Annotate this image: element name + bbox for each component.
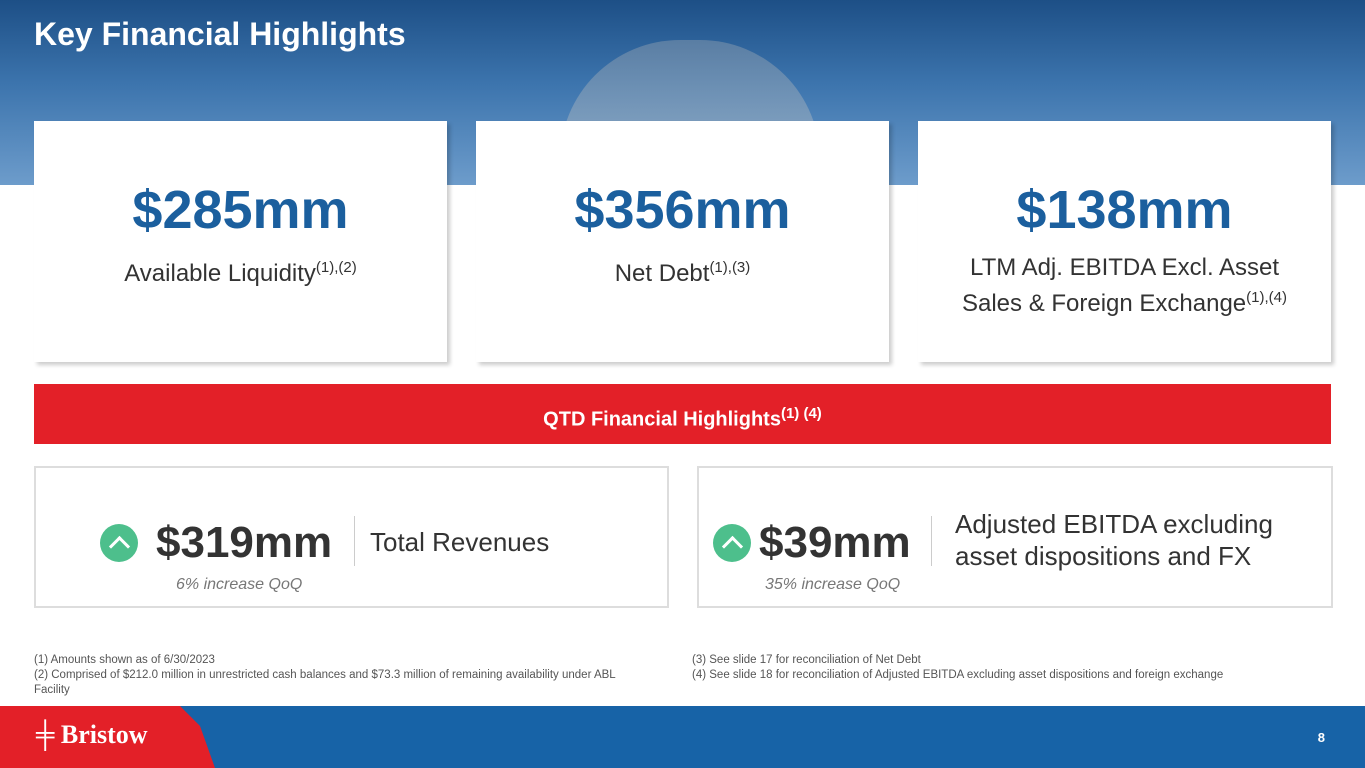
- qtd-change: 35% increase QoQ: [765, 576, 901, 593]
- footer-bar: [0, 706, 1365, 768]
- card-value: $356mm: [574, 180, 791, 240]
- footnotes-left: (1) Amounts shown as of 6/30/2023 (2) Com…: [34, 654, 616, 696]
- page-number: 8: [1317, 730, 1325, 745]
- footnotes-right: (3) See slide 17 for reconciliation of N…: [692, 654, 1224, 681]
- qtd-banner: QTD Financial Highlights(1) (4): [34, 384, 1331, 444]
- qtd-label: Adjusted EBITDA excluding asset disposit…: [955, 509, 1273, 571]
- chevron-up-icon: [100, 524, 138, 562]
- qtd-revenues: $319mm Total Revenues 6% increase QoQ: [34, 466, 669, 608]
- card-net-debt: $356mm Net Debt(1),(3): [476, 121, 889, 362]
- qtd-change: 6% increase QoQ: [176, 576, 303, 593]
- card-label: LTM Adj. EBITDA Excl. Asset Sales & Fore…: [961, 254, 1287, 317]
- card-ebitda: $138mm LTM Adj. EBITDA Excl. Asset Sales…: [918, 121, 1331, 362]
- page-title: Key Financial Highlights: [34, 16, 406, 52]
- card-liquidity: $285mm Available Liquidity(1),(2): [34, 121, 447, 362]
- footer-logo-tab: [0, 706, 215, 768]
- qtd-value: $319mm: [156, 518, 333, 567]
- card-value: $285mm: [132, 180, 349, 240]
- qtd-ebitda: $39mm Adjusted EBITDA excluding asset di…: [697, 466, 1333, 608]
- card-label: Available Liquidity(1),(2): [124, 259, 357, 287]
- card-value: $138mm: [1016, 180, 1233, 240]
- divider: [354, 516, 355, 566]
- bristow-logo: ╪ Bristow: [36, 720, 148, 749]
- chevron-up-icon: [713, 524, 751, 562]
- card-label: Net Debt(1),(3): [614, 259, 751, 287]
- qtd-label: Total Revenues: [370, 527, 550, 557]
- divider: [931, 516, 932, 566]
- qtd-value: $39mm: [759, 518, 911, 567]
